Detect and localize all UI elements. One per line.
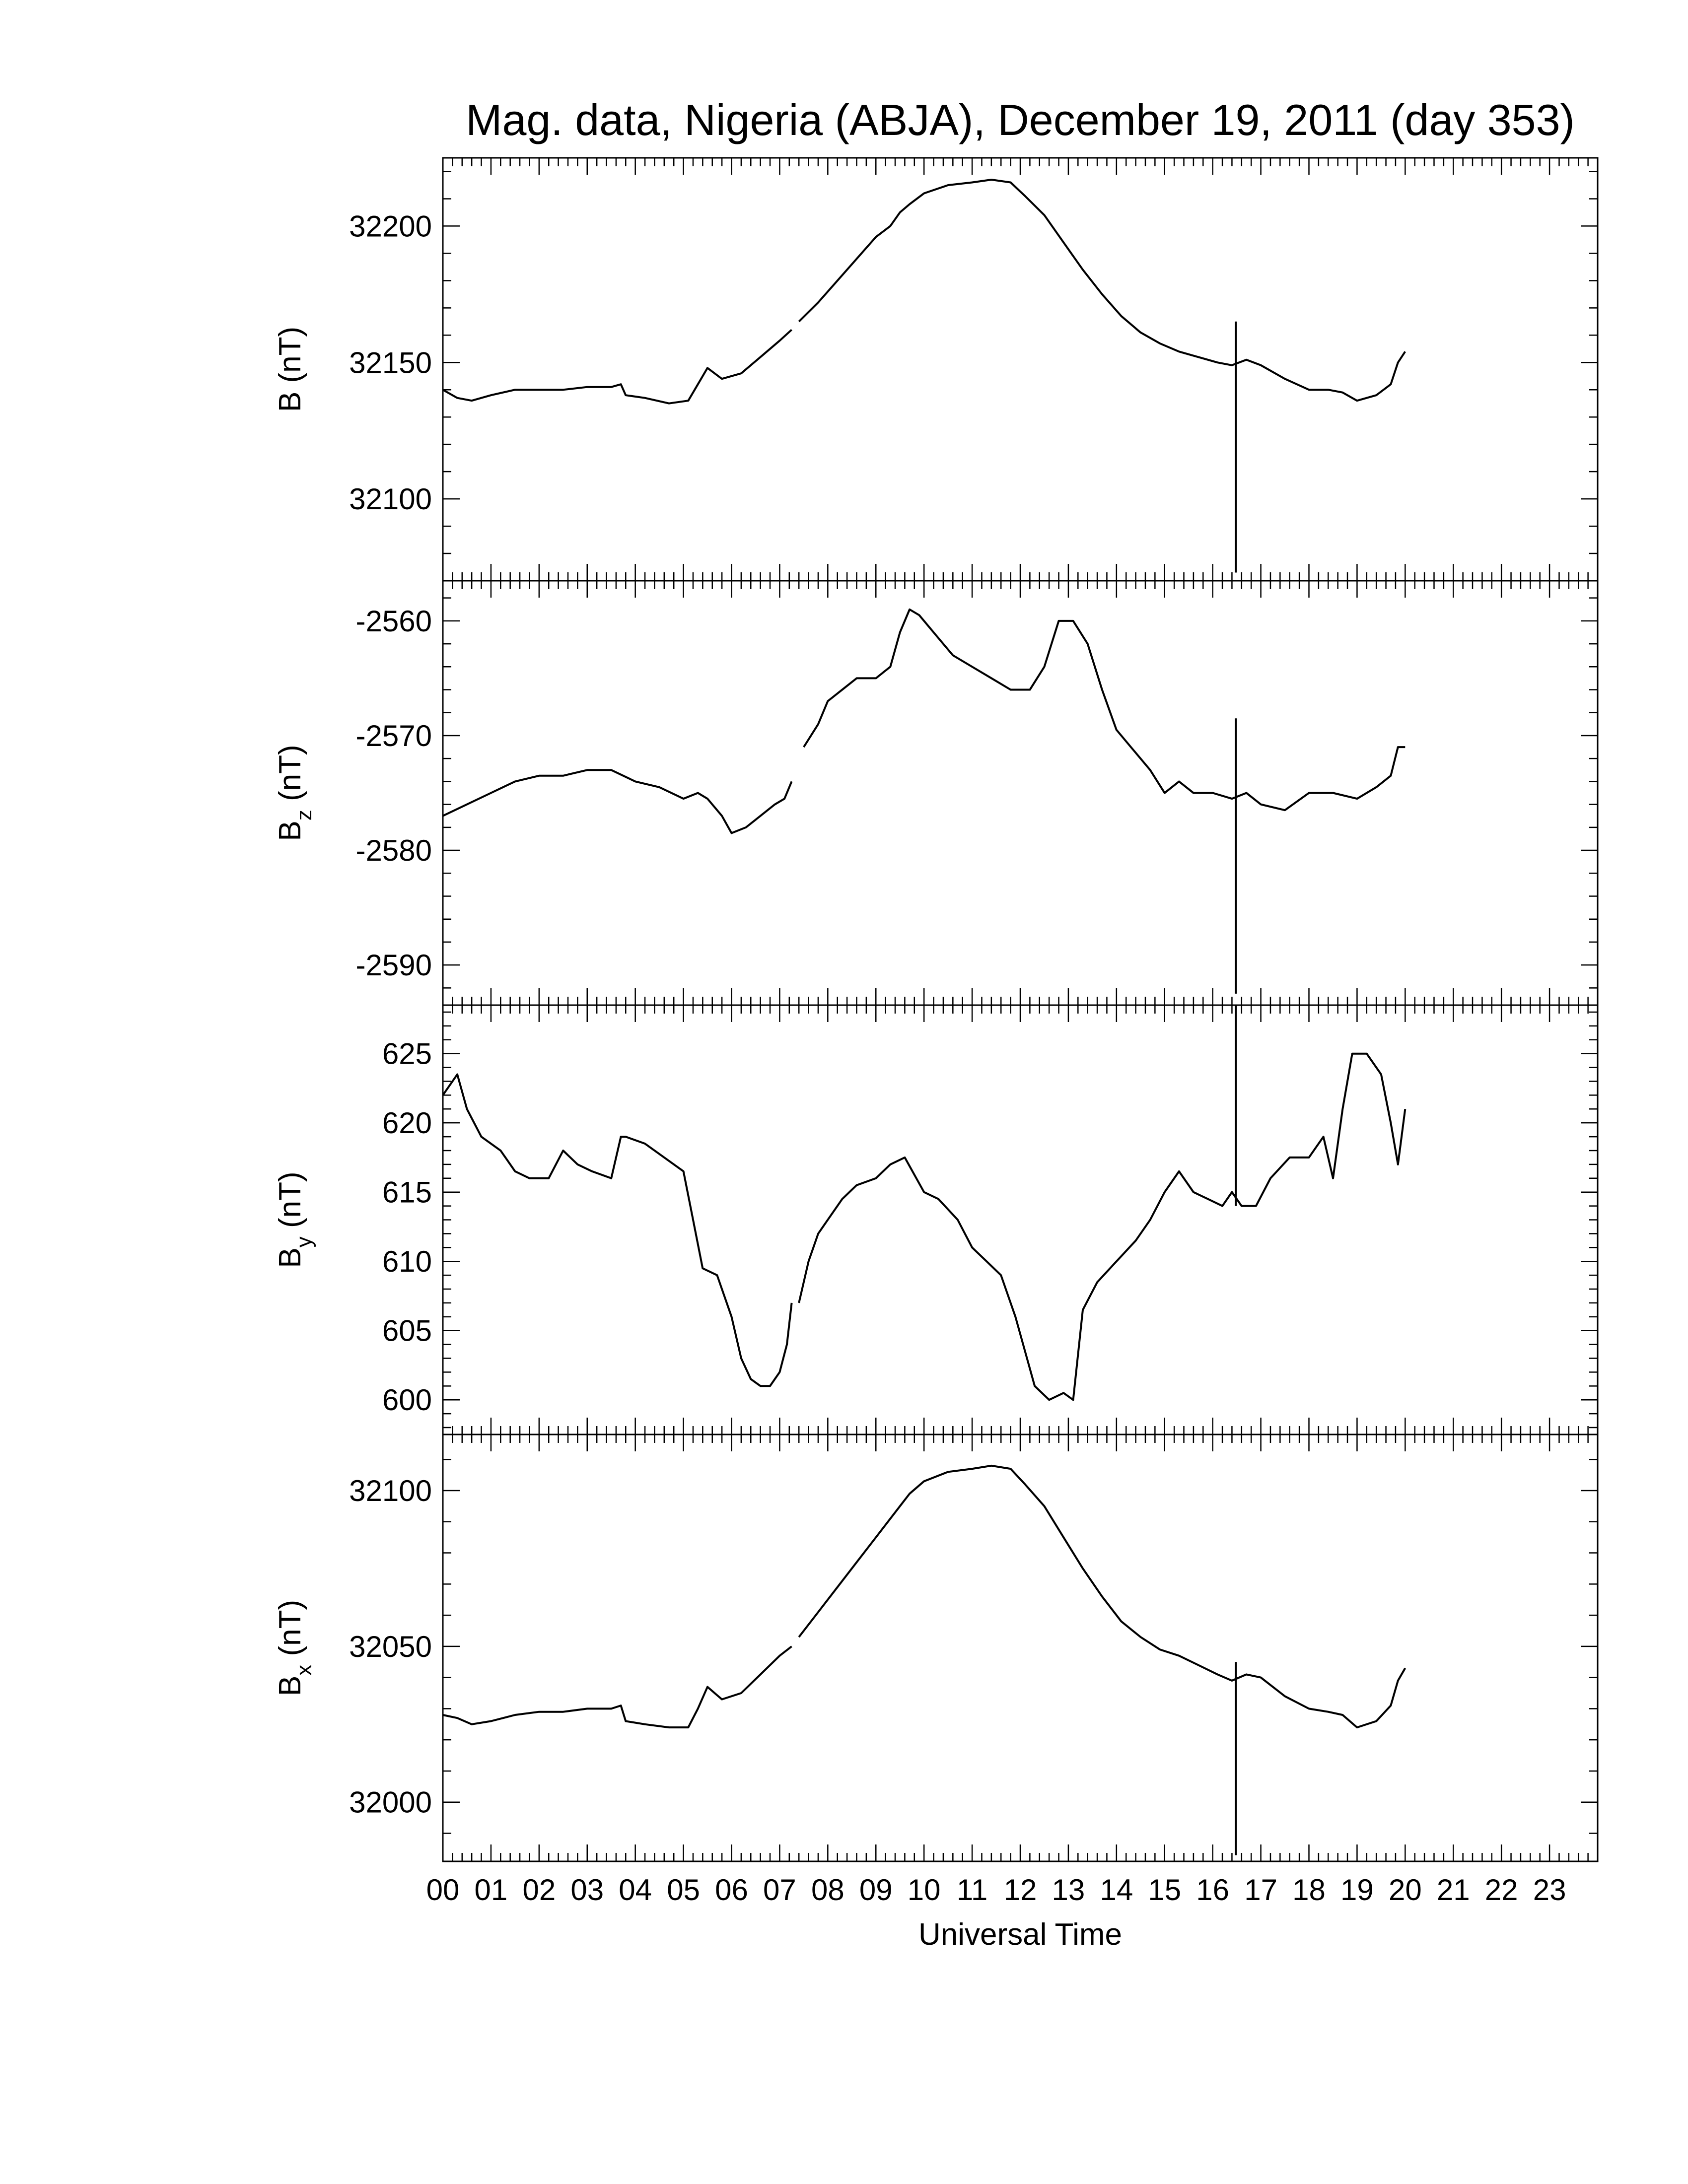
y-tick-label: 32100	[349, 1474, 432, 1507]
x-tick-label: 19	[1340, 1873, 1374, 1907]
y-label-subscript: y	[292, 1236, 316, 1247]
y-tick-label: -2580	[356, 834, 432, 867]
x-ticks	[442, 581, 1599, 1005]
y-tick-label: 32050	[349, 1630, 432, 1663]
x-ticks	[442, 1434, 1599, 1861]
series-line	[803, 608, 1406, 812]
y-label-main: B	[273, 820, 307, 841]
y-tick-label: 605	[382, 1314, 432, 1348]
y-label-main: B	[273, 392, 307, 412]
x-tick-label: 02	[522, 1873, 556, 1907]
y-label-subscript: x	[292, 1665, 316, 1676]
series-line	[442, 1645, 792, 1729]
y-tick-label: 625	[382, 1037, 432, 1071]
x-tick-label: 05	[667, 1873, 700, 1907]
x-tick-label: 04	[619, 1873, 652, 1907]
y-axis-label: Bz (nT)	[273, 745, 316, 841]
panel-Bx: 32000 32050 32100 Bx (nT)	[273, 1433, 1599, 1862]
x-tick-label: 12	[1004, 1873, 1037, 1907]
y-ticks	[443, 597, 1598, 989]
x-tick-label: 23	[1533, 1873, 1566, 1907]
x-tick-label: 16	[1196, 1873, 1229, 1907]
panel-B: 32100 32150 32200 B (nT)	[273, 157, 1599, 582]
y-tick-label: 32200	[349, 209, 432, 243]
x-tick-label: 03	[570, 1873, 604, 1907]
x-tick-label: 17	[1244, 1873, 1277, 1907]
y-label-unit: (nT)	[273, 327, 307, 392]
series-line	[798, 1052, 1407, 1401]
x-axis-label: Universal Time	[918, 1917, 1122, 1952]
panel-By: 600 605 610 615 620 625 By (nT)	[273, 1004, 1599, 1435]
y-tick-label: -2570	[356, 719, 432, 752]
panel-Bz: -2590 -2580 -2570 -2560 Bz (nT)	[273, 580, 1599, 1006]
panel-frame	[442, 1433, 1599, 1862]
y-axis-label: By (nT)	[273, 1171, 316, 1268]
x-tick-label: 20	[1389, 1873, 1422, 1907]
panel-frame	[442, 157, 1599, 582]
panel-frame	[442, 580, 1599, 1006]
y-label-subscript: z	[292, 810, 316, 820]
series-line	[798, 1464, 1407, 1729]
x-ticks	[442, 1005, 1599, 1434]
x-tick-label: 01	[475, 1873, 508, 1907]
y-tick-label: 600	[382, 1383, 432, 1417]
y-label-unit: (nT)	[273, 745, 307, 810]
y-label-main: B	[273, 1247, 307, 1268]
x-tick-label: 15	[1148, 1873, 1181, 1907]
x-tick-label: 18	[1292, 1873, 1326, 1907]
x-tick-label: 06	[715, 1873, 748, 1907]
x-tick-labels: 00 01 02 03 04 05 06 07 08 09 10 11 12 13 14 15 16 17 18 19…	[426, 1873, 1566, 1907]
y-label-unit: (nT)	[273, 1171, 307, 1236]
y-label-main: B	[273, 1676, 307, 1696]
x-tick-label: 07	[763, 1873, 796, 1907]
x-tick-label: 14	[1100, 1873, 1133, 1907]
y-ticks	[443, 1011, 1598, 1429]
x-tick-label: 09	[859, 1873, 893, 1907]
x-tick-label: 11	[957, 1873, 987, 1907]
panel-frame	[442, 1004, 1599, 1435]
y-ticks	[443, 171, 1598, 582]
x-tick-label: 22	[1485, 1873, 1518, 1907]
y-label-unit: (nT)	[273, 1600, 307, 1665]
chart-title: Mag. data, Nigeria (ABJA), December 19, …	[466, 95, 1575, 144]
series-line	[442, 1073, 793, 1387]
y-tick-label: -2560	[356, 605, 432, 638]
x-tick-label: 10	[908, 1873, 941, 1907]
x-tick-label: 08	[811, 1873, 844, 1907]
series-line	[442, 329, 792, 405]
y-tick-label: 615	[382, 1176, 432, 1209]
x-tick-label: 00	[426, 1873, 460, 1907]
y-tick-label: 32000	[349, 1786, 432, 1819]
x-ticks	[442, 158, 1599, 581]
y-tick-label: -2590	[356, 949, 432, 982]
y-tick-label: 32100	[349, 482, 432, 516]
y-tick-label: 610	[382, 1245, 432, 1278]
panels-group: 32100 32150 32200 B (nT) -2590 -2580 -2570 -256…	[273, 157, 1599, 1862]
y-tick-label: 620	[382, 1106, 432, 1140]
x-tick-label: 21	[1437, 1873, 1470, 1907]
series-line	[442, 769, 793, 834]
y-axis-label: B (nT)	[273, 327, 307, 412]
y-tick-label: 32150	[349, 346, 432, 379]
series-line	[798, 179, 1406, 402]
y-ticks	[443, 1458, 1598, 1834]
y-axis-label: Bx (nT)	[273, 1600, 316, 1696]
x-tick-label: 13	[1052, 1873, 1085, 1907]
